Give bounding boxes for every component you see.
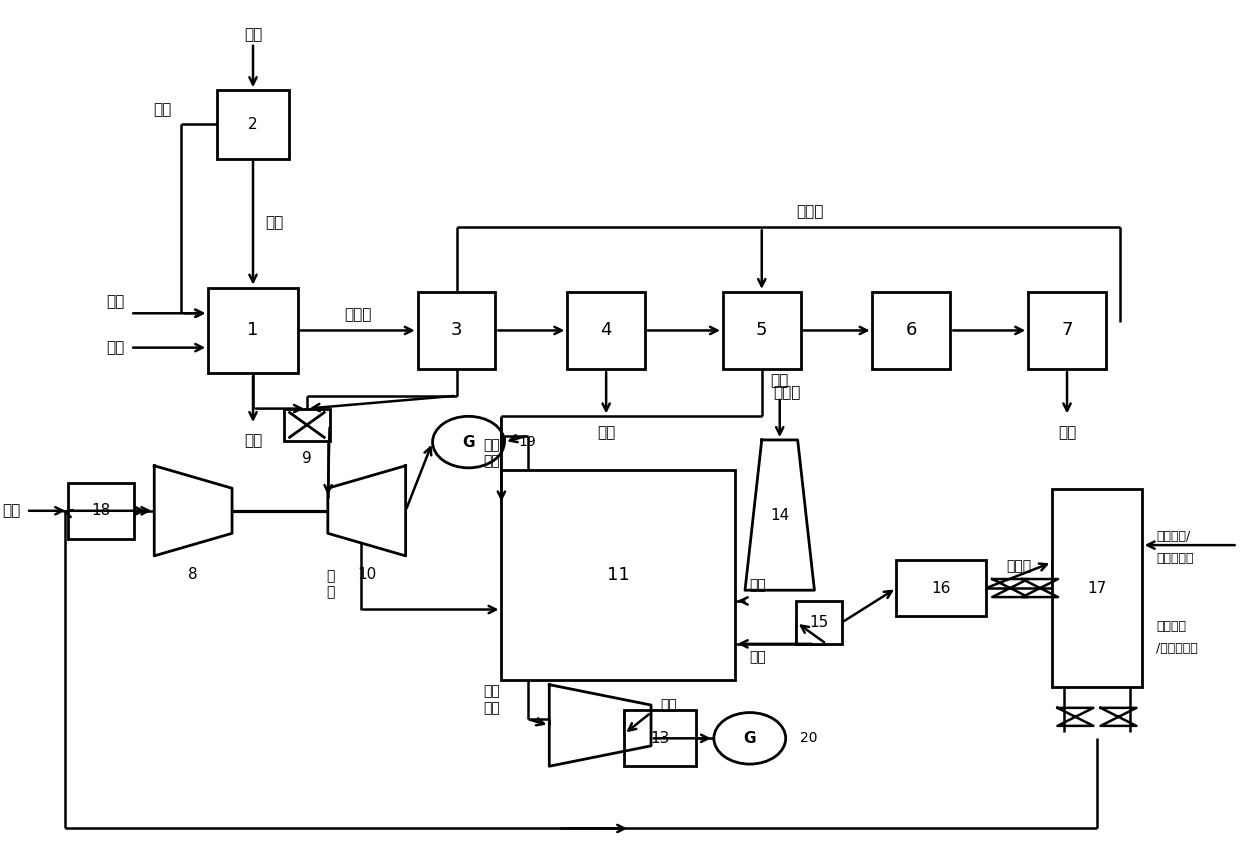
Bar	[208, 288, 298, 374]
Text: 饱和
蒸汽: 饱和 蒸汽	[484, 438, 500, 468]
Bar	[873, 292, 950, 369]
Text: 16: 16	[931, 581, 951, 596]
Text: 19: 19	[518, 435, 537, 449]
Bar	[796, 601, 842, 644]
Text: 13: 13	[650, 731, 670, 746]
Bar	[418, 292, 496, 369]
Text: 15: 15	[810, 615, 828, 630]
Text: 烟气: 烟气	[749, 649, 765, 664]
Bar	[501, 470, 735, 681]
Text: 4: 4	[600, 322, 611, 340]
Text: 中介水: 中介水	[1007, 559, 1032, 574]
Text: 2: 2	[248, 117, 258, 132]
Text: 17: 17	[1087, 581, 1106, 596]
Text: 高压
蒸汽: 高压 蒸汽	[484, 685, 500, 714]
Text: 硫磺: 硫磺	[1058, 425, 1076, 440]
Text: 3: 3	[451, 322, 463, 340]
Bar	[723, 292, 801, 369]
Text: 激冷气: 激冷气	[796, 205, 823, 219]
Text: 排烟: 排烟	[770, 374, 789, 388]
Text: 11: 11	[606, 566, 630, 584]
Bar	[567, 292, 645, 369]
Text: 6: 6	[905, 322, 918, 340]
Text: 纯氧: 纯氧	[265, 216, 283, 231]
Text: /循环冷却水: /循环冷却水	[1156, 642, 1198, 655]
Text: G: G	[463, 434, 475, 450]
Text: 18: 18	[92, 503, 110, 518]
Text: 空气: 空气	[2, 503, 20, 518]
Text: 9: 9	[303, 451, 311, 466]
Text: 14: 14	[770, 507, 790, 523]
Text: 空气: 空气	[244, 27, 262, 42]
Text: 10: 10	[357, 567, 377, 582]
Bar	[1028, 292, 1106, 369]
Text: 排渣: 排渣	[244, 434, 262, 448]
Text: 粗煤气: 粗煤气	[343, 308, 372, 323]
Text: 5: 5	[756, 322, 768, 340]
Text: 热网供水: 热网供水	[1156, 620, 1187, 633]
Text: 1: 1	[247, 322, 259, 340]
Bar	[1052, 489, 1142, 687]
Text: 8: 8	[188, 567, 198, 582]
Text: 热网回水/: 热网回水/	[1156, 530, 1190, 543]
Text: 循环冷却水: 循环冷却水	[1156, 551, 1194, 564]
Text: 烟气: 烟气	[749, 578, 765, 592]
Text: 纯氮: 纯氮	[154, 102, 171, 118]
Bar	[68, 483, 134, 538]
Bar	[624, 710, 696, 766]
Text: 7: 7	[1061, 322, 1073, 340]
Text: 乏汽: 乏汽	[661, 698, 677, 712]
Text: 烟
气: 烟 气	[326, 569, 335, 599]
Bar	[217, 90, 289, 159]
Text: 粉煤: 粉煤	[107, 294, 124, 309]
Bar	[284, 408, 330, 441]
Text: 飞灰: 飞灰	[596, 425, 615, 440]
Text: 蒸汽: 蒸汽	[107, 340, 124, 355]
Text: 20: 20	[800, 732, 817, 746]
Text: 燃料气: 燃料气	[774, 385, 801, 401]
Text: G: G	[744, 731, 756, 746]
Bar	[897, 560, 986, 616]
